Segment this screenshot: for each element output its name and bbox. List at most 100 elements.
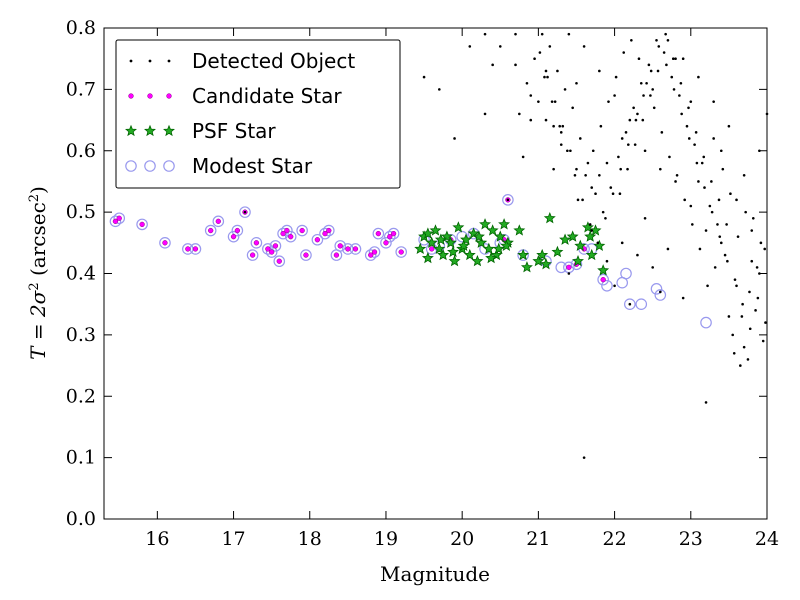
candidate-star-point: [600, 276, 606, 283]
detected-object-point: [763, 247, 767, 251]
detected-object-point: [590, 229, 594, 232]
psf-star-point: [581, 221, 594, 233]
candidate-star-point: [337, 243, 343, 249]
detected-object-point: [731, 333, 735, 337]
x-tick-label: 20: [450, 528, 474, 550]
detected-object-point: [710, 210, 714, 214]
x-tick-label: 22: [602, 528, 626, 550]
psf-star-point: [482, 242, 495, 255]
psf-star-point: [494, 230, 507, 242]
detected-object-point: [438, 88, 441, 91]
detected-object-point: [748, 290, 751, 294]
detected-object-point: [604, 216, 607, 220]
detected-object-point: [619, 167, 622, 171]
candidate-star-point: [390, 230, 397, 237]
detected-object-point: [754, 309, 757, 312]
psf-star-point: [448, 254, 461, 267]
detected-object-point: [726, 259, 729, 263]
detected-object-point: [740, 315, 744, 318]
detected-object-point: [702, 155, 706, 159]
modest-star-point: [246, 249, 259, 261]
detected-object-point: [659, 290, 662, 294]
detected-object-point: [727, 124, 731, 128]
detected-object-point: [552, 124, 555, 128]
detected-object-point: [750, 259, 754, 263]
psf-star-point: [559, 233, 572, 245]
detected-object-point: [521, 155, 525, 159]
detected-object-point: [750, 229, 754, 232]
detected-object-point: [698, 247, 702, 251]
detected-object-point: [567, 32, 571, 36]
detected-object-point: [529, 94, 533, 97]
y-tick-label: 0.1: [66, 447, 96, 469]
y-axis-label-close: ): [26, 186, 50, 194]
detected-object-point: [670, 75, 674, 79]
psf-star-point: [498, 218, 511, 230]
detected-object-point: [641, 118, 645, 122]
modest-star-point: [311, 233, 324, 246]
detected-object-point: [697, 75, 700, 79]
x-tick-label: 24: [755, 528, 779, 550]
detected-object-point: [624, 131, 628, 134]
detected-object-point: [633, 143, 637, 146]
detected-object-point: [742, 174, 746, 177]
detected-object-point: [687, 137, 691, 140]
modest-star-point: [277, 227, 289, 240]
psf-star-point: [585, 248, 598, 261]
legend-box: [115, 39, 401, 189]
detected-object-point: [518, 112, 521, 116]
detected-object-point: [613, 284, 616, 288]
x-axis-label: Magnitude: [380, 562, 490, 586]
candidate-star-point: [368, 252, 374, 258]
psf-star-point: [597, 264, 610, 276]
candidate-star-point: [303, 252, 309, 258]
detected-object-point: [713, 266, 717, 269]
detected-object-point: [689, 204, 693, 208]
detected-object-point: [700, 161, 704, 165]
psf-star-point: [551, 245, 564, 258]
candidate-star-point: [116, 215, 122, 221]
detected-object-point: [605, 161, 609, 165]
legend-marker-modest: [163, 160, 175, 172]
detected-object-point: [704, 229, 708, 232]
detected-object-point: [618, 192, 622, 196]
detected-object-point: [742, 345, 746, 349]
detected-object-point: [674, 180, 677, 183]
modest-star-point: [212, 215, 225, 228]
psf-star-point: [492, 242, 505, 255]
modest-star-point: [624, 298, 636, 310]
candidate-star-point: [249, 252, 256, 258]
candidate-star-point: [284, 227, 290, 234]
detected-object-point: [697, 180, 700, 183]
modest-star-point: [502, 194, 514, 206]
detected-object-point: [622, 51, 626, 54]
detected-object-point: [727, 315, 731, 318]
detected-object-point: [594, 192, 597, 196]
legend-marker-detected: [129, 59, 133, 63]
detected-object-point: [717, 198, 721, 202]
detected-object-point: [582, 45, 586, 48]
detected-object-point: [468, 45, 472, 48]
psf-star-point: [421, 251, 434, 264]
detected-object-point: [655, 38, 658, 42]
modest-star-point: [265, 246, 278, 258]
modest-star-point: [368, 246, 381, 258]
candidate-star-point: [215, 218, 221, 224]
modest-star-point: [250, 237, 263, 249]
detected-object-point: [695, 161, 699, 165]
modest-star-point: [113, 212, 126, 225]
detected-object-point: [573, 174, 577, 177]
modest-star-point: [262, 243, 274, 255]
detected-object-point: [755, 266, 759, 269]
detected-object-point: [636, 253, 639, 257]
detected-object-point: [601, 210, 605, 214]
modest-star-point: [239, 206, 251, 218]
detected-object-point: [660, 131, 664, 134]
detected-object-point: [514, 32, 517, 36]
candidate-star-point: [234, 227, 241, 234]
detected-object-point: [642, 94, 645, 97]
modest-star-point: [395, 246, 408, 258]
candidate-star-point: [375, 230, 381, 237]
x-axis: 16 17 18 19 20 21 22 23 24: [145, 28, 779, 550]
